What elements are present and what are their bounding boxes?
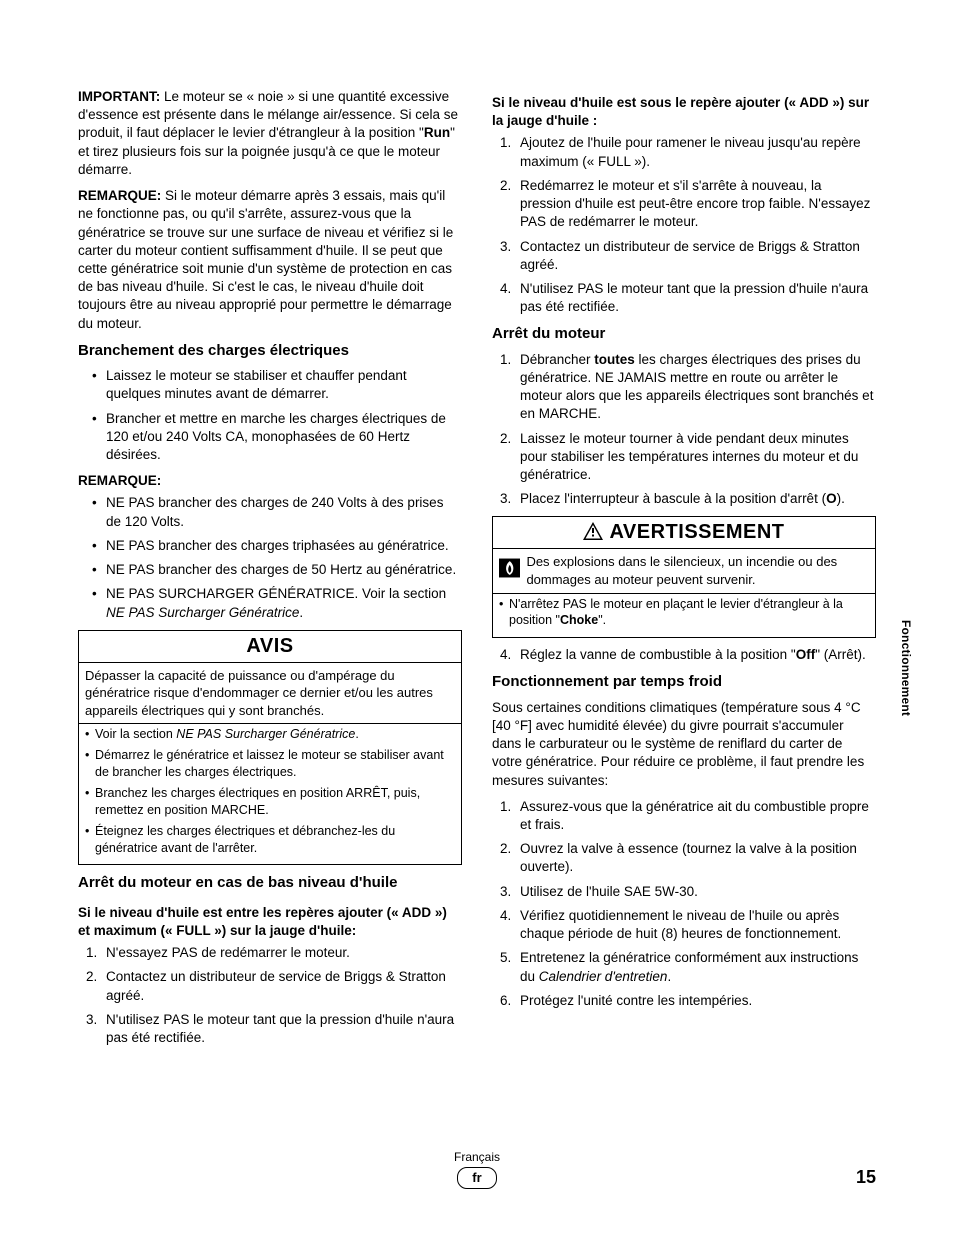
add-list: Ajoutez de l'huile pour ramener le nivea… [492,134,876,316]
heading-branchement: Branchement des charges électriques [78,341,462,361]
list-item: Brancher et mettre en marche les charges… [106,410,462,465]
arret-list-b: Réglez la vanne de combustible à la posi… [492,646,876,664]
warning-triangle-icon [583,522,603,540]
page-number: 15 [856,1165,876,1189]
heading-arret-bas-niveau: Arrêt du moteur en cas de bas niveau d'h… [78,873,462,893]
important-paragraph: IMPORTANT: Le moteur se « noie » si une … [78,88,462,179]
heading-temps-froid: Fonctionnement par temps froid [492,672,876,692]
list-item: Voir la section NE PAS Surcharger Généra… [95,726,455,743]
remarque-paragraph: REMARQUE: Si le moteur démarre après 3 e… [78,187,462,333]
branchement-list: Laissez le moteur se stabiliser et chauf… [78,367,462,464]
left-column: IMPORTANT: Le moteur se « noie » si une … [78,88,462,1055]
avertissement-callout: AVERTISSEMENT Des explosions dans le sil… [492,516,876,638]
fire-hazard-icon [499,553,520,583]
add-full-list: N'essayez PAS de redémarrer le moteur. C… [78,944,462,1047]
list-item: Redémarrez le moteur et s'il s'arrête à … [520,177,876,232]
temps-froid-list: Assurez-vous que la génératrice ait du c… [492,798,876,1010]
list-item: Ajoutez de l'huile pour ramener le nivea… [520,134,876,170]
list-item: NE PAS brancher des charges de 240 Volts… [106,494,462,530]
heading-arret-moteur: Arrêt du moteur [492,324,876,344]
footer-language: Français fr [454,1149,500,1189]
list-item: NE PAS SURCHARGER GÉNÉRATRICE. Voir la s… [106,585,462,621]
list-item: Protégez l'unité contre les intempéries. [520,992,876,1010]
list-item: Contactez un distributeur de service de … [520,238,876,274]
avertissement-body: Des explosions dans le silencieux, un in… [526,553,869,588]
list-item: NE PAS brancher des charges de 50 Hertz … [106,561,462,579]
list-item: Utilisez de l'huile SAE 5W-30. [520,883,876,901]
arret-list-a: Débrancher toutes les charges électrique… [492,351,876,509]
list-item: Contactez un distributeur de service de … [106,968,462,1004]
list-item: Éteignez les charges électriques et débr… [95,823,455,857]
page-footer: Français fr 15 [78,1165,876,1189]
avertissement-bullet-list: N'arrêtez PAS le moteur en plaçant le le… [493,594,875,638]
avis-body: Dépasser la capacité de puissance ou d'a… [79,663,461,724]
heading-remarque: REMARQUE: [78,472,462,490]
remarque-list: NE PAS brancher des charges de 240 Volts… [78,494,462,621]
list-item: Entretenez la génératrice conformément a… [520,949,876,985]
two-column-layout: IMPORTANT: Le moteur se « noie » si une … [78,88,876,1055]
temps-froid-paragraph: Sous certaines conditions climatiques (t… [492,699,876,790]
avis-bullet-list: Voir la section NE PAS Surcharger Généra… [79,724,461,864]
avertissement-title: AVERTISSEMENT [493,517,875,549]
avis-title: AVIS [79,631,461,663]
side-tab-label: Fonctionnement [898,620,914,716]
list-item: Ouvrez la valve à essence (tournez la va… [520,840,876,876]
list-item: Branchez les charges électriques en posi… [95,785,455,819]
avertissement-body-row: Des explosions dans le silencieux, un in… [493,549,875,592]
list-item: N'utilisez PAS le moteur tant que la pre… [520,280,876,316]
list-item: Débrancher toutes les charges électrique… [520,351,876,424]
list-item: Laissez le moteur se stabiliser et chauf… [106,367,462,403]
language-label: Français [454,1149,500,1165]
remarque-label: REMARQUE: [78,188,161,203]
right-column: Si le niveau d'huile est sous le repère … [492,88,876,1055]
list-item: Placez l'interrupteur à bascule à la pos… [520,490,876,508]
heading-si-add: Si le niveau d'huile est sous le repère … [492,94,876,130]
language-badge: fr [457,1167,496,1189]
list-item: N'utilisez PAS le moteur tant que la pre… [106,1011,462,1047]
list-item: N'essayez PAS de redémarrer le moteur. [106,944,462,962]
list-item: Assurez-vous que la génératrice ait du c… [520,798,876,834]
list-item: NE PAS brancher des charges triphasées a… [106,537,462,555]
list-item: Vérifiez quotidiennement le niveau de l'… [520,907,876,943]
list-item: N'arrêtez PAS le moteur en plaçant le le… [509,596,869,630]
important-label: IMPORTANT: [78,89,160,104]
heading-si-add-full: Si le niveau d'huile est entre les repèr… [78,904,462,940]
list-item: Démarrez le génératrice et laissez le mo… [95,747,455,781]
list-item: Laissez le moteur tourner à vide pendant… [520,430,876,485]
list-item: Réglez la vanne de combustible à la posi… [520,646,876,664]
avis-callout: AVIS Dépasser la capacité de puissance o… [78,630,462,866]
